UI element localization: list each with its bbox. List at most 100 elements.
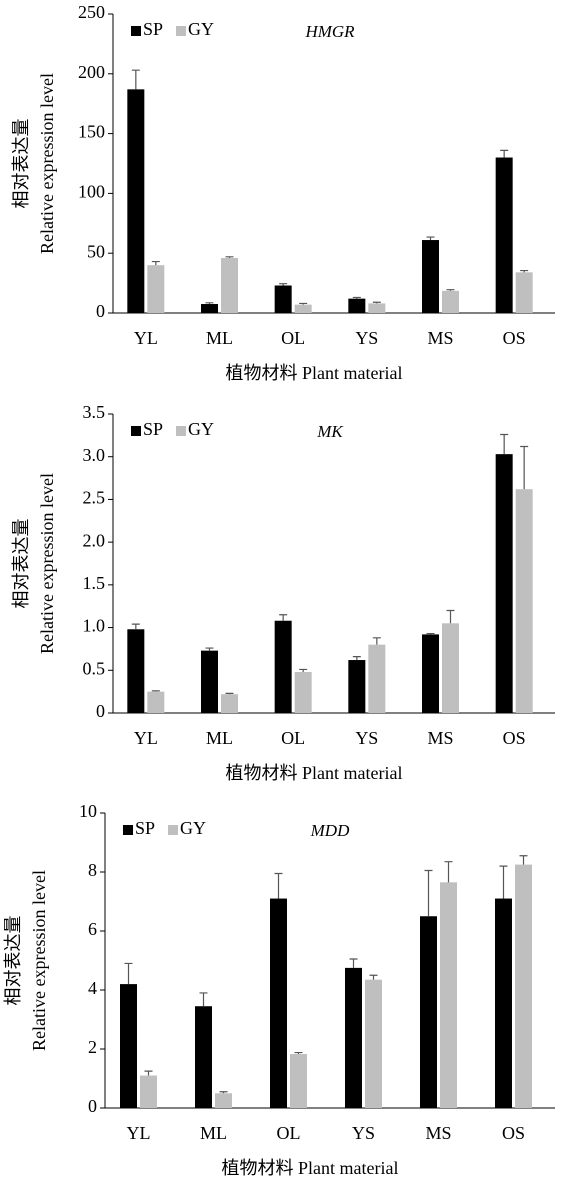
bar <box>495 454 513 713</box>
y-axis-label: Relative expression level <box>37 73 57 254</box>
y-tick-label: 0 <box>88 1096 97 1116</box>
chart-title: MK <box>316 422 344 441</box>
bar <box>345 967 362 1108</box>
y-tick-label: 200 <box>78 62 105 82</box>
x-tick-label: OL <box>277 1123 301 1143</box>
y-tick-label: 6 <box>88 919 97 939</box>
bar <box>422 240 439 313</box>
bar <box>290 1054 307 1108</box>
x-tick-label: YL <box>134 328 158 348</box>
x-axis-label: 植物材料 Plant material <box>226 363 403 383</box>
error-bar <box>372 637 381 645</box>
error-bar <box>352 296 361 299</box>
bar <box>368 303 386 313</box>
x-tick-label: OS <box>503 328 526 348</box>
bar <box>442 290 459 313</box>
bar <box>368 644 386 713</box>
x-tick-label: ML <box>200 1123 227 1143</box>
y-tick-label: 0 <box>96 701 105 721</box>
legend-swatch <box>131 426 141 436</box>
bar <box>515 272 533 313</box>
y-tick-label: 1.0 <box>83 616 106 636</box>
bar <box>294 304 312 313</box>
error-bar <box>446 289 455 291</box>
y-axis-label: 相对表达量 <box>3 916 23 1006</box>
bar <box>215 1093 232 1108</box>
y-tick-label: 250 <box>78 2 105 22</box>
y-tick-label: 1.5 <box>83 573 106 593</box>
x-tick-label: MS <box>425 1123 451 1143</box>
legend-label: GY <box>180 818 206 838</box>
x-tick-label: OS <box>502 1123 525 1143</box>
bar <box>495 157 513 313</box>
bar <box>147 265 165 313</box>
chart-title: HMGR <box>304 22 355 41</box>
bar <box>365 979 382 1108</box>
y-tick-label: 0.5 <box>83 658 106 678</box>
legend-swatch <box>176 426 186 436</box>
y-tick-label: 100 <box>78 182 105 202</box>
x-axis-label: 植物材料 Plant material <box>226 763 403 783</box>
y-tick-label: 2.5 <box>83 488 106 508</box>
x-tick-label: YS <box>355 728 378 748</box>
error-bar <box>205 647 214 651</box>
error-bar <box>352 656 361 661</box>
x-tick-label: YL <box>134 728 158 748</box>
x-tick-label: YS <box>352 1123 375 1143</box>
error-bar <box>426 632 435 635</box>
y-tick-label: 2 <box>88 1037 97 1057</box>
y-tick-label: 2.0 <box>83 530 106 550</box>
error-bar <box>199 992 208 1007</box>
y-axis-label: 相对表达量 <box>11 119 31 209</box>
bar <box>274 620 292 713</box>
error-bar <box>124 962 133 985</box>
bar <box>348 298 366 313</box>
bar <box>201 650 218 713</box>
error-bar <box>294 1051 303 1055</box>
error-bar <box>424 869 433 917</box>
error-bar <box>520 445 529 490</box>
bar <box>270 898 287 1108</box>
y-axis-label: Relative expression level <box>29 870 49 1051</box>
error-bar <box>219 1091 228 1094</box>
error-bar <box>279 614 288 621</box>
error-bar <box>274 872 283 899</box>
bar <box>221 694 238 713</box>
bar <box>515 864 532 1108</box>
y-tick-label: 10 <box>79 801 97 821</box>
error-bar <box>205 302 214 305</box>
y-tick-label: 4 <box>88 978 97 998</box>
legend-label: GY <box>188 419 214 439</box>
bar <box>120 984 137 1108</box>
y-tick-label: 3.0 <box>83 445 106 465</box>
bar <box>422 634 439 713</box>
x-tick-label: OL <box>281 328 305 348</box>
y-tick-label: 150 <box>78 122 105 142</box>
bar <box>221 257 238 313</box>
x-tick-label: ML <box>206 328 233 348</box>
bar <box>294 671 312 713</box>
x-axis-label: 植物材料 Plant material <box>222 1158 399 1178</box>
error-bar <box>446 609 455 624</box>
bar <box>195 1006 212 1108</box>
bar <box>495 898 512 1108</box>
x-tick-label: OL <box>281 728 305 748</box>
bar <box>442 623 459 713</box>
x-tick-label: OS <box>503 728 526 748</box>
bar <box>127 629 145 713</box>
error-bar <box>500 433 509 455</box>
x-tick-label: MS <box>427 728 453 748</box>
y-tick-label: 3.5 <box>83 402 106 422</box>
error-bar <box>151 690 160 692</box>
error-bar <box>444 861 453 883</box>
bar <box>127 89 145 314</box>
error-bar <box>369 974 378 980</box>
legend-label: SP <box>143 19 163 39</box>
error-bar <box>426 236 435 241</box>
legend-swatch <box>131 26 141 36</box>
bar <box>147 691 165 713</box>
error-bar <box>299 668 308 672</box>
bar <box>420 916 437 1108</box>
x-tick-label: YL <box>127 1123 151 1143</box>
